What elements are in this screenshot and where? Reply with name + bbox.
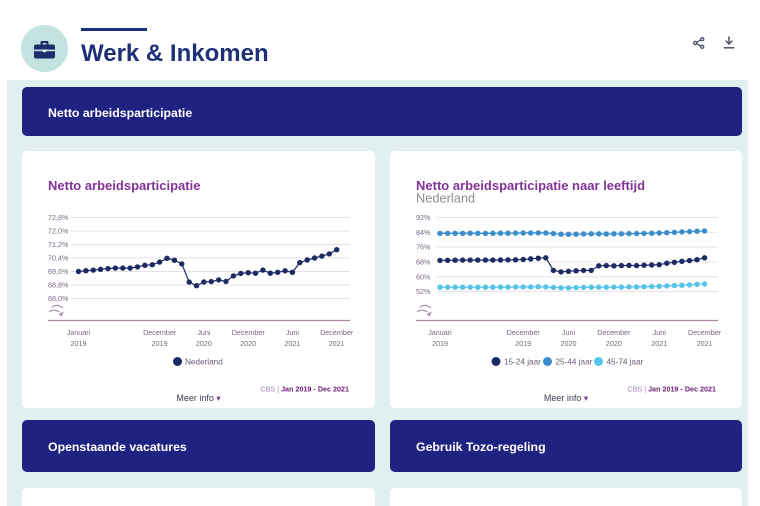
svg-text:45-74 jaar: 45-74 jaar [607,357,644,366]
svg-text:76%: 76% [416,242,431,251]
svg-text:2020: 2020 [561,339,577,348]
svg-text:2019: 2019 [152,339,168,348]
svg-text:CBS | Jan 2019 - Dec 2021: CBS | Jan 2019 - Dec 2021 [627,384,716,393]
svg-text:Januari: Januari [67,328,91,337]
svg-text:December: December [320,328,354,337]
svg-text:15-24 jaar: 15-24 jaar [504,357,541,366]
svg-text:Juni: Juni [562,328,576,337]
svg-text:Nederland: Nederland [185,357,223,366]
svg-text:December: December [143,328,177,337]
svg-text:December: December [232,328,266,337]
svg-text:CBS | Jan 2019 - Dec 2021: CBS | Jan 2019 - Dec 2021 [260,384,349,393]
svg-text:2019: 2019 [515,339,531,348]
svg-text:Januari: Januari [428,328,452,337]
svg-text:2019: 2019 [71,339,87,348]
svg-text:Juni: Juni [286,328,300,337]
svg-text:2020: 2020 [606,339,622,348]
svg-text:72,8%: 72,8% [48,213,69,222]
svg-text:92%: 92% [416,213,431,222]
svg-text:71,2%: 71,2% [48,240,69,249]
svg-text:68%: 68% [416,257,431,266]
svg-text:Netto arbeidsparticipatie: Netto arbeidsparticipatie [48,178,200,193]
svg-text:Juni: Juni [653,328,667,337]
svg-text:68,8%: 68,8% [48,280,69,289]
svg-text:60%: 60% [416,272,431,281]
svg-text:2021: 2021 [651,339,667,348]
svg-text:Juni: Juni [197,328,211,337]
svg-text:Meer info ▾: Meer info ▾ [176,393,221,403]
svg-text:68,0%: 68,0% [48,294,69,303]
svg-text:Netto arbeidsparticipatie naar: Netto arbeidsparticipatie naar leeftijd [416,178,645,193]
svg-text:2020: 2020 [240,339,256,348]
svg-text:December: December [507,328,541,337]
svg-text:Meer info ▾: Meer info ▾ [544,393,589,403]
svg-text:25-44 jaar: 25-44 jaar [556,357,593,366]
svg-text:2021: 2021 [697,339,713,348]
svg-text:2020: 2020 [196,339,212,348]
svg-text:69,6%: 69,6% [48,267,69,276]
svg-text:2019: 2019 [432,339,448,348]
svg-text:2021: 2021 [284,339,300,348]
svg-text:December: December [688,328,722,337]
svg-text:70,4%: 70,4% [48,253,69,262]
svg-text:2021: 2021 [329,339,345,348]
svg-text:Nederland: Nederland [416,190,475,205]
svg-text:72,0%: 72,0% [48,226,69,235]
svg-text:52%: 52% [416,287,431,296]
svg-text:December: December [597,328,631,337]
svg-text:84%: 84% [416,227,431,236]
